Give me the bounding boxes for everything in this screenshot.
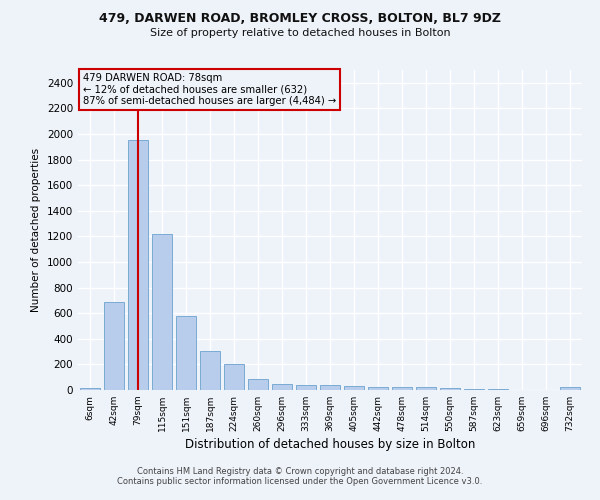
Text: Size of property relative to detached houses in Bolton: Size of property relative to detached ho… (149, 28, 451, 38)
Bar (272, 384, 292, 390)
Bar (560, 388, 580, 390)
Bar (128, 140, 148, 390)
Bar (440, 388, 460, 390)
Text: Contains public sector information licensed under the Open Government Licence v3: Contains public sector information licen… (118, 477, 482, 486)
Bar (416, 388, 436, 390)
Bar (200, 351, 220, 390)
Text: Contains HM Land Registry data © Crown copyright and database right 2024.: Contains HM Land Registry data © Crown c… (137, 467, 463, 476)
Bar (80, 388, 100, 390)
Bar (344, 386, 364, 390)
Bar (224, 364, 244, 390)
Bar (152, 234, 172, 390)
Text: 479, DARWEN ROAD, BROMLEY CROSS, BOLTON, BL7 9DZ: 479, DARWEN ROAD, BROMLEY CROSS, BOLTON,… (99, 12, 501, 26)
Bar (320, 385, 340, 390)
X-axis label: Distribution of detached houses by size in Bolton: Distribution of detached houses by size … (185, 438, 475, 451)
Bar (296, 385, 316, 390)
Bar (104, 302, 124, 390)
Bar (368, 388, 388, 390)
Bar (392, 388, 412, 390)
Bar (176, 316, 196, 390)
Bar (248, 379, 268, 390)
Text: 479 DARWEN ROAD: 78sqm
← 12% of detached houses are smaller (632)
87% of semi-de: 479 DARWEN ROAD: 78sqm ← 12% of detached… (83, 73, 336, 106)
Y-axis label: Number of detached properties: Number of detached properties (31, 148, 41, 312)
